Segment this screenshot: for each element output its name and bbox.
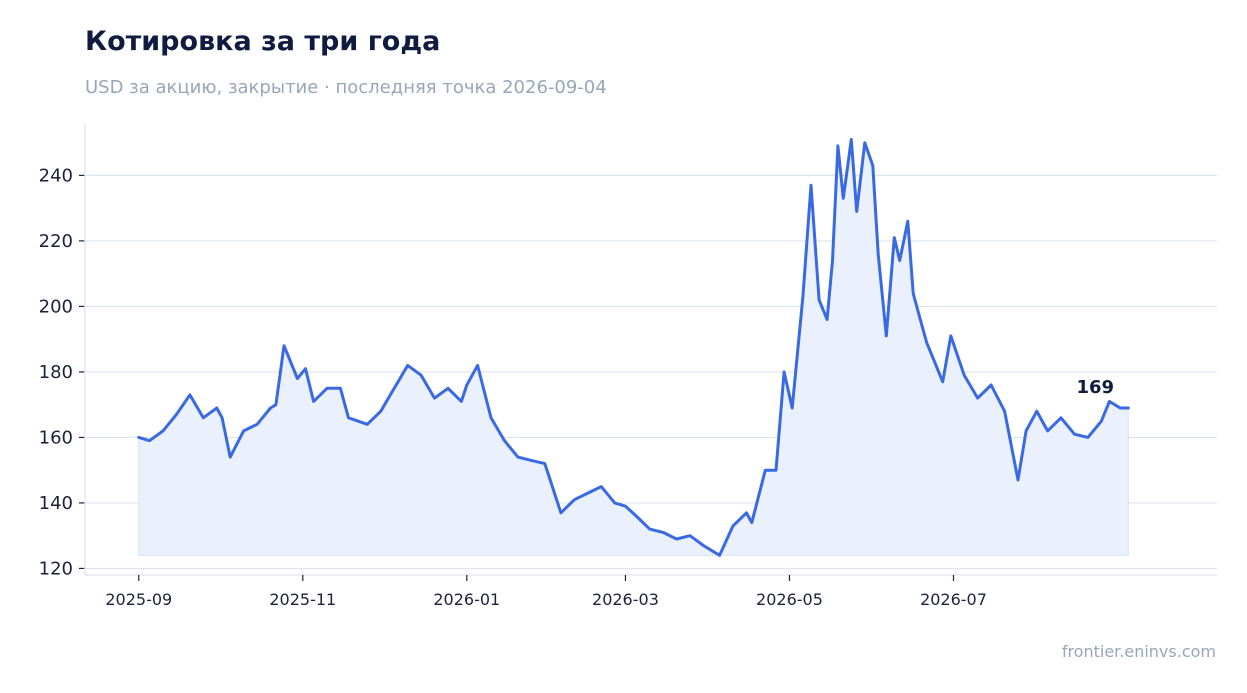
- chart-subtitle: USD за акцию, закрытие · последняя точка…: [85, 77, 607, 98]
- x-tick-label: 2026-01: [433, 590, 500, 609]
- y-tick-label: 220: [39, 231, 73, 252]
- x-tick-label: 2026-05: [756, 590, 823, 609]
- x-tick-label: 2026-03: [592, 590, 659, 609]
- y-tick-label: 120: [39, 558, 73, 579]
- price-line: [137, 137, 1130, 557]
- source-credit: frontier.eninvs.com: [1061, 642, 1216, 661]
- x-tick-label: 2026-07: [920, 590, 987, 609]
- label-layer: 169: [1076, 377, 1114, 398]
- y-tick-label: 180: [39, 362, 73, 383]
- x-tick-label: 2025-11: [269, 590, 336, 609]
- y-tick-label: 200: [39, 296, 73, 317]
- axes-layer: 120 140 160 180 200 220 240 2025-09 2025-11 2026-…: [39, 123, 1217, 609]
- series-layer: [137, 137, 1130, 557]
- y-tick-label: 140: [39, 493, 73, 514]
- y-tick-label: 160: [39, 427, 73, 448]
- x-tick-label: 2025-09: [105, 590, 172, 609]
- last-value-label: 169: [1076, 377, 1114, 398]
- chart-title: Котировка за три года: [85, 26, 441, 57]
- price-area-fill: [138, 139, 1129, 557]
- y-tick-label: 240: [39, 165, 73, 186]
